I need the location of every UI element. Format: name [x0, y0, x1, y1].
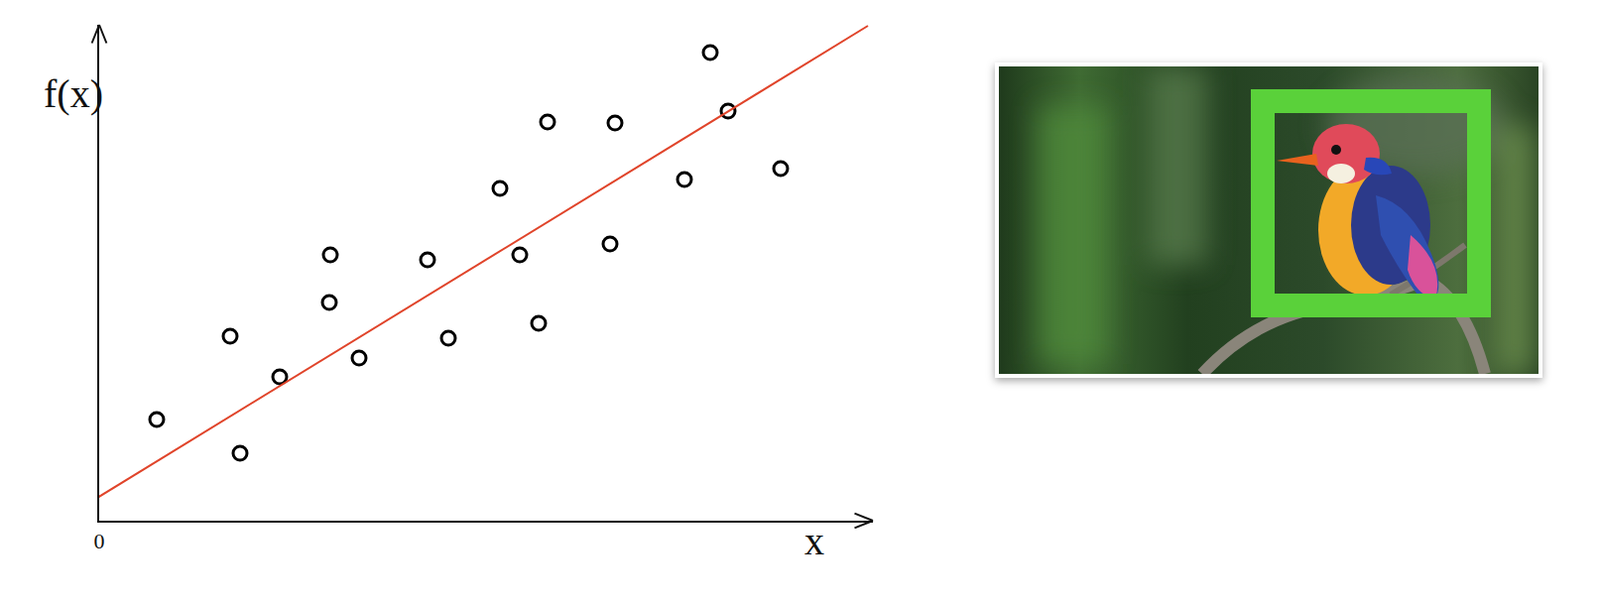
svg-text:0: 0	[94, 528, 106, 554]
svg-text:f(x): f(x)	[43, 71, 104, 117]
svg-text:x: x	[804, 518, 825, 564]
